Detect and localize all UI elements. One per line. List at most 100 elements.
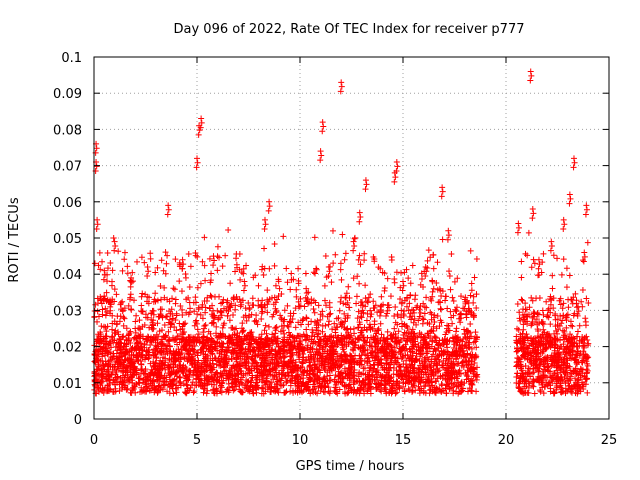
- grid-lines: [94, 57, 609, 419]
- data-point: [470, 293, 477, 300]
- data-point: [578, 298, 585, 305]
- data-point: [342, 294, 349, 301]
- outlier-point: [144, 263, 151, 270]
- data-point: [191, 388, 198, 395]
- outlier-point: [127, 283, 134, 290]
- data-point: [163, 260, 170, 267]
- outlier-point: [394, 163, 401, 170]
- data-point: [193, 317, 200, 324]
- data-point: [524, 313, 531, 320]
- data-point: [176, 278, 183, 285]
- data-point: [201, 323, 208, 330]
- outlier-point: [266, 198, 273, 205]
- data-point: [111, 286, 118, 293]
- data-point: [549, 285, 556, 292]
- data-point: [451, 278, 458, 285]
- data-point: [289, 316, 296, 323]
- data-point: [154, 264, 161, 271]
- data-point: [453, 328, 460, 335]
- data-point: [194, 311, 201, 318]
- outlier-point: [261, 216, 268, 223]
- data-point: [468, 280, 475, 287]
- data-point: [425, 247, 432, 254]
- data-point: [410, 307, 417, 314]
- data-point: [147, 250, 154, 257]
- data-point: [218, 389, 225, 396]
- data-point: [558, 320, 565, 327]
- data-point: [248, 379, 255, 386]
- data-point: [530, 256, 537, 263]
- data-point: [311, 309, 318, 316]
- data-point: [285, 323, 292, 330]
- data-point: [287, 286, 294, 293]
- data-point: [236, 251, 243, 258]
- data-point: [330, 260, 337, 267]
- data-point: [166, 343, 173, 350]
- data-point: [98, 323, 105, 330]
- outlier-point: [265, 207, 272, 214]
- data-point: [574, 328, 581, 335]
- chart-title: Day 096 of 2022, Rate Of TEC Index for r…: [174, 22, 525, 37]
- data-point: [362, 295, 369, 302]
- data-point: [384, 328, 391, 335]
- data-point: [99, 306, 106, 313]
- data-point: [444, 305, 451, 312]
- data-point: [208, 381, 215, 388]
- data-point: [272, 282, 279, 289]
- data-point: [124, 270, 131, 277]
- data-point: [429, 278, 436, 285]
- outlier-point: [179, 256, 186, 263]
- outlier-point: [240, 287, 247, 294]
- data-point: [364, 335, 371, 342]
- outlier-point: [210, 253, 217, 260]
- data-point: [242, 381, 249, 388]
- data-point: [97, 266, 104, 273]
- data-point: [337, 266, 344, 273]
- data-point: [454, 275, 461, 282]
- data-point: [354, 273, 361, 280]
- data-point: [430, 265, 437, 272]
- data-point: [312, 270, 319, 277]
- data-point: [172, 256, 179, 263]
- data-point: [133, 312, 140, 319]
- data-point: [439, 288, 446, 295]
- data-point: [143, 388, 150, 395]
- data-point: [582, 322, 589, 329]
- data-point: [290, 276, 297, 283]
- data-point: [322, 355, 329, 362]
- data-point: [518, 296, 525, 303]
- data-point: [119, 267, 126, 274]
- outlier-point: [326, 268, 333, 275]
- outlier-point: [393, 158, 400, 165]
- data-point: [337, 260, 344, 267]
- data-point: [447, 308, 454, 315]
- data-point: [180, 380, 187, 387]
- data-point: [227, 280, 234, 287]
- data-point: [397, 295, 404, 302]
- outlier-point: [93, 163, 100, 170]
- data-point: [558, 271, 565, 278]
- data-point: [315, 321, 322, 328]
- data-point: [348, 385, 355, 392]
- data-point: [91, 260, 98, 267]
- data-point: [450, 297, 457, 304]
- data-point: [219, 263, 226, 270]
- outlier-point: [112, 242, 119, 249]
- data-point: [580, 348, 587, 355]
- outlier-point: [241, 282, 248, 289]
- data-point: [540, 250, 547, 257]
- data-point: [113, 368, 120, 375]
- data-point: [152, 290, 159, 297]
- data-point: [421, 303, 428, 310]
- data-point: [446, 268, 453, 275]
- data-point: [563, 324, 570, 331]
- data-point: [563, 284, 570, 291]
- data-point: [585, 300, 592, 306]
- data-point: [276, 285, 283, 292]
- data-point: [392, 304, 399, 311]
- data-point: [437, 305, 444, 312]
- data-point: [170, 285, 177, 292]
- data-point: [292, 305, 299, 312]
- data-point: [471, 274, 478, 281]
- data-point: [519, 297, 526, 304]
